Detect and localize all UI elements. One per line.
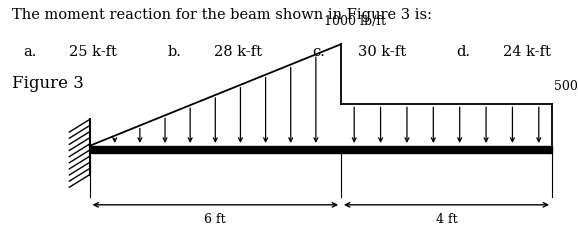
Text: a.: a. bbox=[23, 45, 36, 59]
Text: 1000 lb/ft: 1000 lb/ft bbox=[324, 14, 386, 28]
Text: d.: d. bbox=[457, 45, 470, 59]
Text: 24 k-ft: 24 k-ft bbox=[503, 45, 551, 59]
Text: 25 k-ft: 25 k-ft bbox=[69, 45, 117, 59]
Text: 500 lb/ft: 500 lb/ft bbox=[554, 80, 578, 92]
Text: 30 k-ft: 30 k-ft bbox=[358, 45, 406, 59]
Text: Figure 3: Figure 3 bbox=[12, 75, 83, 92]
Text: 28 k-ft: 28 k-ft bbox=[214, 45, 262, 59]
Bar bbox=[69, 120, 90, 175]
Bar bbox=[90, 146, 552, 154]
Text: b.: b. bbox=[168, 45, 181, 59]
Text: c.: c. bbox=[312, 45, 325, 59]
Text: 6 ft: 6 ft bbox=[205, 212, 226, 226]
Text: 4 ft: 4 ft bbox=[436, 212, 457, 226]
Text: The moment reaction for the beam shown in Figure 3 is:: The moment reaction for the beam shown i… bbox=[12, 8, 432, 22]
